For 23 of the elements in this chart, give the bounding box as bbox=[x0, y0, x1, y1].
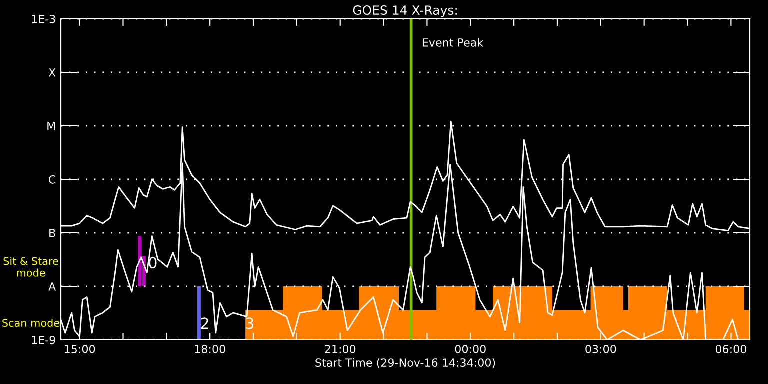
y-tick-label: A bbox=[48, 282, 56, 291]
ref-line-label: Event Peak bbox=[422, 38, 484, 47]
annotation: 0 bbox=[149, 257, 157, 269]
x-tick-label: 00:00 bbox=[455, 345, 486, 354]
y-tick-label: M bbox=[48, 122, 56, 130]
x-tick-label: 06:00 bbox=[716, 345, 746, 354]
text: Scan mode bbox=[2, 318, 60, 328]
x-tick-label: 03:00 bbox=[586, 345, 616, 354]
annotation: 3 bbox=[246, 318, 254, 330]
y-tick-label: 1E-9 bbox=[32, 336, 56, 344]
y-tick-label: X bbox=[48, 68, 56, 77]
y-tick-label: C bbox=[49, 175, 56, 184]
y-tick-label: B bbox=[50, 229, 56, 238]
x-axis-title: Start Time (29-Nov-16 14:34:00) bbox=[316, 358, 496, 368]
text: Sit & Stare mode bbox=[4, 257, 58, 277]
x-tick-label: 21:00 bbox=[325, 345, 356, 354]
y-tick-label: 1E-3 bbox=[32, 14, 56, 24]
bar bbox=[198, 286, 201, 340]
x-tick-label: 18:00 bbox=[195, 345, 226, 354]
x-tick-label: 15:00 bbox=[65, 345, 96, 354]
annotation: 2 bbox=[201, 318, 208, 330]
chart-title: GOES 14 X-Rays: bbox=[353, 6, 457, 18]
bar bbox=[138, 236, 142, 286]
